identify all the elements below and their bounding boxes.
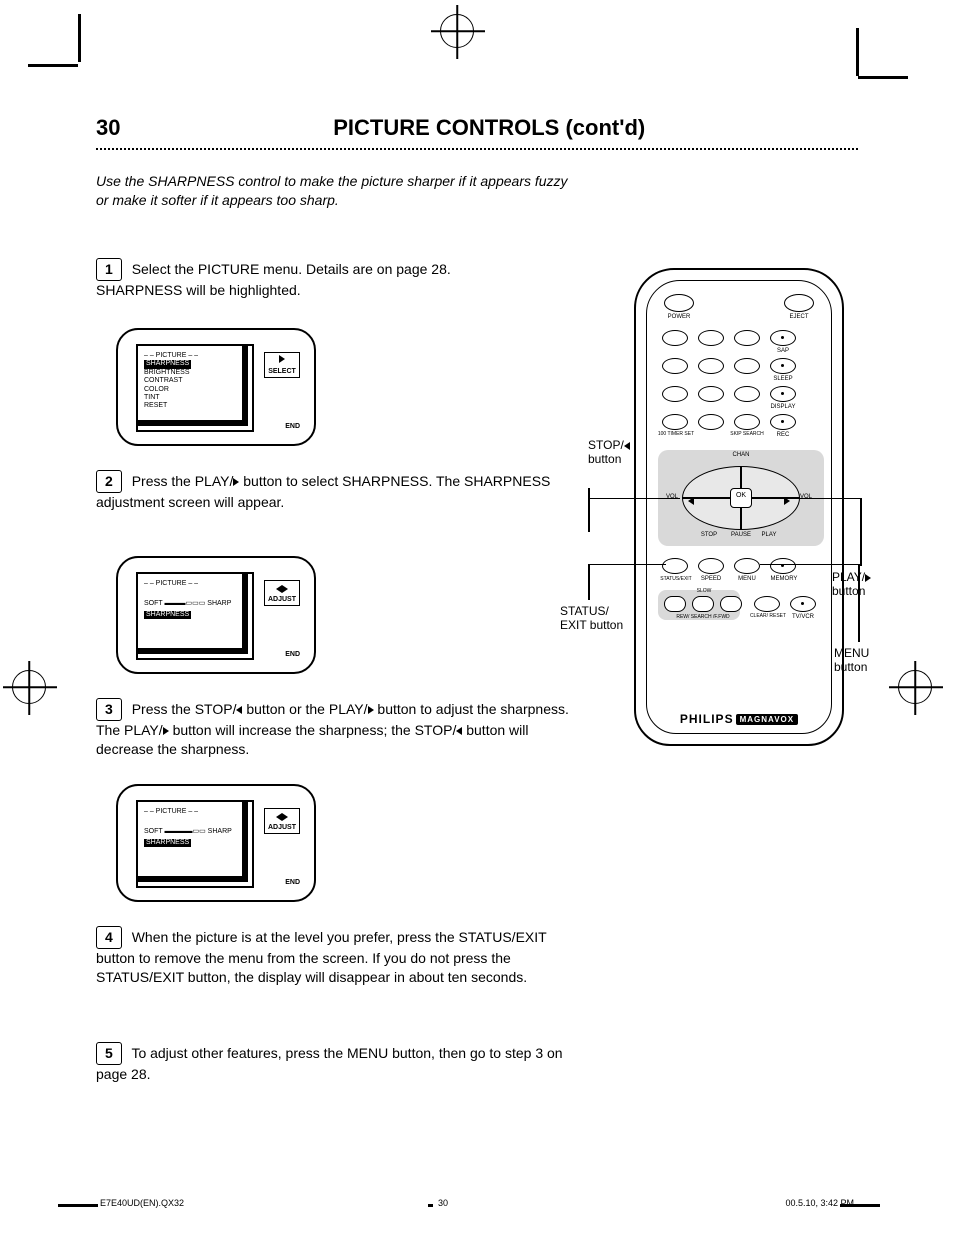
num-1 [662,330,688,346]
step-4-label: 4 [96,926,122,949]
step-5-label: 5 [96,1042,122,1065]
num-5 [698,358,724,374]
registration-mark-right [898,670,932,704]
registration-mark-left [12,670,46,704]
rew-button [664,596,686,612]
play-icon [163,727,169,735]
callout-line-menu [760,564,860,565]
tv1-menu: – – PICTURE – – SHARPNESS BRIGHTNESS CON… [144,352,198,411]
tv1-select: SELECT [264,352,300,378]
timer-button [662,414,688,430]
step-5-text: To adjust other features, press the MENU… [96,1045,563,1082]
tv2-menu: – – PICTURE – – SOFT ▬▬▬▭▭▭ SHARP SHARPN… [144,580,231,619]
step-1-text-a: Select the PICTURE menu. Details are on … [132,261,451,277]
step-2-text-a: Press the PLAY/ [132,473,234,489]
tv-illustration-3: – – PICTURE – – SOFT ▬▬▬▬▭▭ SHARP SHARPN… [116,784,316,902]
crop-mark [58,1204,98,1207]
crop-mark [858,76,908,79]
step-2-label: 2 [96,470,122,493]
tv1-end: END [285,423,300,430]
dpad-left-icon [688,492,694,510]
tv3-end: END [285,879,300,886]
slow-button [692,596,714,612]
play-icon [368,706,374,714]
tv2-end: END [285,651,300,658]
footer-filename: E7E40UD(EN).QX32 [100,1198,184,1208]
num-2 [698,330,724,346]
num-0 [698,414,724,430]
skip-button [734,414,760,430]
play-icon [233,478,239,486]
num-4 [662,358,688,374]
tv-illustration-2: – – PICTURE – – SOFT ▬▬▬▭▭▭ SHARP SHARPN… [116,556,316,674]
footer-pg: 30 [438,1198,448,1208]
tv-illustration-1: – – PICTURE – – SHARPNESS BRIGHTNESS CON… [116,328,316,446]
power-button [664,294,694,312]
callout-line-stop [590,498,680,499]
callout-status: STATUS/EXIT button [560,604,640,632]
callout-menu: MENUbutton [834,646,894,674]
page-header: 30 PICTURE CONTROLS (cont'd) [96,115,858,141]
speed-button [698,558,724,574]
footer-date: 00.5.10, 3:42 PM [785,1198,854,1208]
step-3d: button will increase the sharpness; the … [173,722,457,738]
stop-icon [456,727,462,735]
stop-icon [236,706,242,714]
intro-text: Use the SHARPNESS control to make the pi… [96,172,576,210]
crop-mark [428,1204,433,1207]
eject-button [784,294,814,312]
step-1-text-b: SHARPNESS will be highlighted. [96,282,301,298]
callout-play: PLAY/button [832,570,902,598]
step-1-label: 1 [96,258,122,281]
tv3-adjust: ADJUST [264,808,300,834]
menu-button [734,558,760,574]
callout-line-play [794,498,862,499]
step-3a: Press the STOP/ [132,701,237,717]
num-8 [698,386,724,402]
num-7 [662,386,688,402]
num-6 [734,358,760,374]
remote-illustration: POWER EJECT SAP SLEEP DISPLAY 100 TIMER … [634,268,844,746]
crop-mark [856,28,859,76]
status-exit-button [662,558,688,574]
dpad-right-icon [784,492,790,510]
step-4-text: When the picture is at the level you pre… [96,929,546,985]
tv3-menu: – – PICTURE – – SOFT ▬▬▬▬▭▭ SHARP SHARPN… [144,808,232,847]
page-number: 30 [96,115,120,141]
crop-mark [28,64,78,67]
ffwd-button [720,596,742,612]
clear-button [754,596,780,612]
callout-line-status [590,564,666,565]
dotted-divider [96,148,858,150]
crop-mark [78,14,81,62]
step-3b: button or the PLAY/ [246,701,367,717]
step-3-label: 3 [96,698,122,721]
callout-stop: STOP/button [588,438,648,466]
tv2-adjust: ADJUST [264,580,300,606]
registration-mark-top [440,14,474,48]
num-3 [734,330,760,346]
remote-brand: PHILIPSMAGNAVOX [636,712,842,726]
num-9 [734,386,760,402]
page-title: PICTURE CONTROLS (cont'd) [120,115,858,141]
